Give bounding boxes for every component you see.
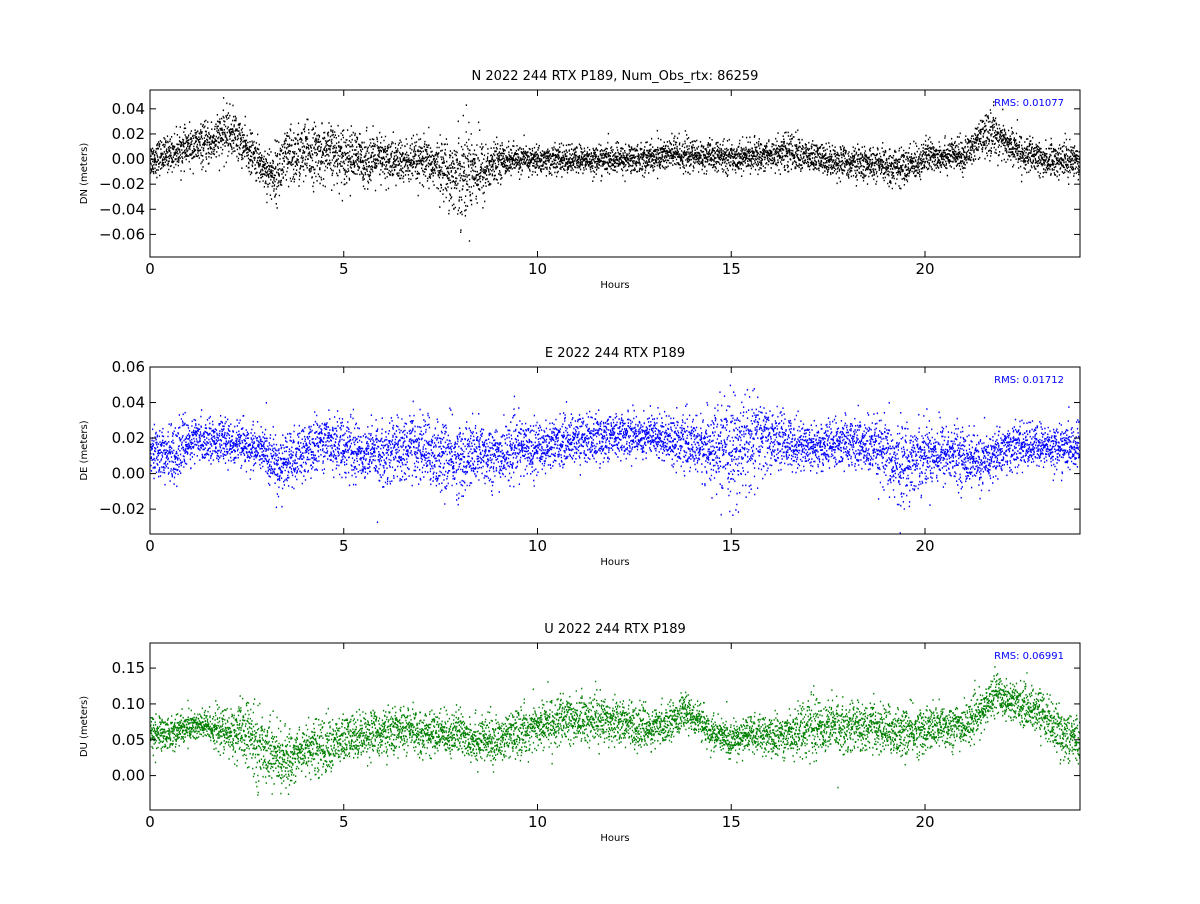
- y-tick-label: 0.02: [112, 125, 145, 143]
- chart-panel-1: 0 5 10 15 20 −0.02 0.00 0.02 0.04 0.06 E 2022 244 …: [79, 346, 1081, 568]
- plot-frame: [149, 89, 1081, 258]
- x-tick-label: 15: [722, 537, 741, 555]
- rms-annotation: RMS: 0.01077: [994, 98, 1064, 109]
- chart-panel-0: 0 5 10 15 20 −0.06 −0.04 −0.02 0.00 0.02 0.04 N 202…: [79, 69, 1081, 291]
- y-axis-label: DU (meters): [79, 696, 90, 757]
- y-tick-label: 0.00: [112, 465, 145, 483]
- y-tick-label: −0.04: [99, 200, 145, 218]
- y-tick-label: 0.04: [112, 394, 145, 412]
- y-tick-label: 0.00: [112, 150, 145, 168]
- y-tick-label: 0.00: [112, 767, 145, 785]
- chart-title: E 2022 244 RTX P189: [545, 346, 685, 361]
- x-tick-label: 20: [915, 537, 934, 555]
- chart-panel-2: 0 5 10 15 20 0.00 0.05 0.10 0.15 U 2022 244 RTX P…: [79, 622, 1081, 844]
- y-tick-label: −0.06: [99, 225, 145, 243]
- x-axis-label: Hours: [600, 557, 629, 568]
- data-points-2: [150, 666, 1080, 796]
- x-tick-label: 10: [528, 537, 547, 555]
- chart-title: N 2022 244 RTX P189, Num_Obs_rtx: 86259: [472, 69, 759, 84]
- plot-frame: [149, 642, 1081, 811]
- x-tick-label: 20: [915, 260, 934, 278]
- x-axis-label: Hours: [600, 280, 629, 291]
- x-tick-label: 0: [145, 813, 155, 831]
- rms-annotation: RMS: 0.01712: [994, 375, 1064, 386]
- x-axis-label: Hours: [600, 833, 629, 844]
- x-tick-label: 0: [145, 537, 155, 555]
- y-tick-label: 0.15: [112, 659, 145, 677]
- y-tick-label: −0.02: [99, 175, 145, 193]
- chart-title: U 2022 244 RTX P189: [544, 622, 686, 637]
- y-tick-label: 0.10: [112, 695, 145, 713]
- x-tick-label: 5: [339, 813, 349, 831]
- x-tick-label: 15: [722, 260, 741, 278]
- y-tick-label: 0.06: [112, 358, 145, 376]
- y-axis-label: DE (meters): [79, 420, 90, 480]
- x-tick-label: 0: [145, 260, 155, 278]
- plot-frame: [149, 366, 1081, 535]
- rms-annotation: RMS: 0.06991: [994, 651, 1064, 662]
- x-tick-label: 10: [528, 813, 547, 831]
- x-tick-label: 15: [722, 813, 741, 831]
- y-tick-label: 0.02: [112, 429, 145, 447]
- y-tick-label: −0.02: [99, 500, 145, 518]
- x-tick-label: 5: [339, 260, 349, 278]
- x-tick-label: 10: [528, 260, 547, 278]
- y-tick-label: 0.04: [112, 100, 145, 118]
- x-tick-label: 5: [339, 537, 349, 555]
- y-axis-label: DN (meters): [79, 143, 90, 205]
- y-tick-label: 0.05: [112, 731, 145, 749]
- x-tick-label: 20: [915, 813, 934, 831]
